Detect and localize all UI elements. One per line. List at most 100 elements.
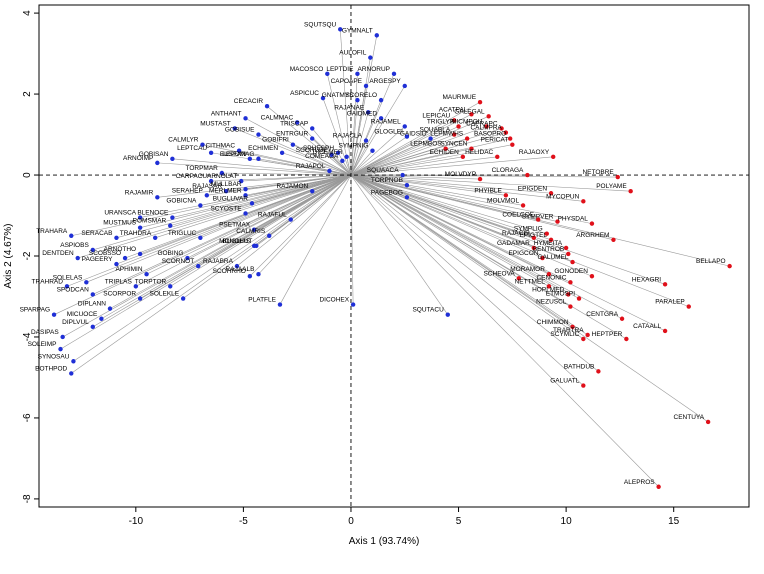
spoke-line (53, 174, 352, 315)
point-label: GALUATL (550, 378, 580, 385)
data-point (355, 71, 360, 77)
spoke-line (350, 174, 552, 241)
data-point (114, 235, 119, 240)
spoke-line (155, 174, 352, 239)
data-point (535, 217, 541, 222)
point-label: SCHEOVA (483, 270, 515, 277)
spokes-layer (53, 29, 730, 487)
point-label: ARGESPY (369, 78, 401, 85)
point-label: SQUABLA (420, 127, 451, 134)
point-label: LEPTCAU (177, 145, 207, 152)
data-point (196, 263, 201, 269)
data-point (378, 97, 384, 103)
spoke-line (346, 156, 352, 176)
point-label: DICOHEX (319, 297, 349, 304)
data-point (619, 316, 625, 321)
spoke-line (350, 174, 519, 279)
point-label: ENTRGUR (276, 131, 308, 138)
data-point (185, 255, 190, 261)
data-point (198, 235, 203, 240)
data-point (566, 292, 571, 297)
data-point (363, 83, 369, 89)
point-label: SCYMLIC (550, 331, 579, 338)
point-label: CATAALL (633, 323, 661, 330)
point-label: PERICAT (481, 137, 509, 144)
point-label: GAIDMED (347, 110, 378, 117)
point-label: COMEAGA (305, 153, 339, 160)
spoke-line (350, 100, 382, 176)
point-label: SPHESPH (303, 145, 334, 152)
data-point (137, 225, 143, 230)
data-point (243, 187, 248, 192)
spoke-line (350, 174, 618, 178)
point-label: SQUAACA (367, 167, 399, 174)
data-point (168, 223, 173, 228)
spoke-line (350, 73, 358, 176)
point-label: GALUMEL (537, 254, 568, 261)
data-point (570, 324, 575, 330)
data-point (507, 136, 513, 141)
point-label: TORPMAR (185, 165, 218, 172)
data-point (198, 203, 203, 208)
spoke-line (350, 174, 666, 285)
data-point (576, 296, 582, 301)
y-tick-label: -6 (22, 413, 33, 422)
point-label: SCOHRHO (213, 268, 246, 275)
point-label: CITHMAC (205, 143, 235, 150)
spoke-line (282, 152, 352, 176)
point-label: MOLVDYP (445, 171, 476, 178)
spoke-line (350, 174, 623, 320)
data-point (581, 336, 586, 342)
spoke-line (266, 105, 352, 176)
data-point (99, 316, 104, 321)
data-point (510, 142, 515, 147)
spoke-line (211, 174, 351, 182)
point-label: ARGRHEM (576, 232, 609, 239)
data-point (469, 112, 474, 117)
point-label: URANSCA (104, 210, 136, 217)
x-tick-label: -5 (239, 516, 248, 527)
point-label: BOTHPOD (35, 365, 67, 372)
data-point (477, 176, 483, 182)
point-label: RAJAALB (226, 266, 255, 273)
spoke-line (350, 174, 584, 202)
spoke-line (60, 174, 352, 350)
point-label: CENONIC (536, 274, 566, 281)
point-label: RAJAMEL (371, 118, 401, 125)
data-point (503, 130, 509, 135)
data-point (155, 195, 160, 200)
data-point (114, 261, 119, 267)
point-label: SYNOSAU (38, 353, 70, 360)
point-label: BLENOCE (137, 210, 169, 217)
spoke-line (350, 174, 547, 235)
y-tick-label: 2 (22, 91, 33, 97)
spoke-line (350, 156, 498, 176)
data-point (585, 332, 590, 338)
point-label: RAJACLA (333, 133, 363, 140)
point-label: SYMPLIG (514, 226, 543, 233)
data-point (267, 233, 272, 238)
data-point (365, 110, 371, 115)
spoke-line (350, 174, 593, 277)
point-label: RAJAMIR (125, 189, 154, 196)
data-point (60, 334, 65, 340)
spoke-line (92, 174, 352, 251)
data-point (249, 201, 255, 206)
point-label: PLATFLE (248, 297, 276, 304)
data-point (234, 263, 240, 269)
point-label: MICUOCE (67, 311, 98, 318)
point-label: EPIGDEN (518, 185, 548, 192)
point-label: PSETMAX (219, 222, 251, 229)
data-point (90, 292, 95, 297)
point-label: GYMNALT (342, 27, 373, 34)
spoke-line (66, 174, 352, 287)
spoke-line (350, 174, 550, 287)
point-label: NETOBRE (582, 169, 614, 176)
point-label: HEXAGRI (632, 276, 661, 283)
point-label: GOBIFRI (262, 137, 289, 144)
point-label: TRIGLYR (427, 118, 455, 125)
point-label: RAJAPOL (296, 163, 326, 170)
point-label: SYNCEN (440, 141, 467, 148)
spoke-line (182, 174, 352, 299)
point-label: RAJACIR (502, 230, 530, 237)
